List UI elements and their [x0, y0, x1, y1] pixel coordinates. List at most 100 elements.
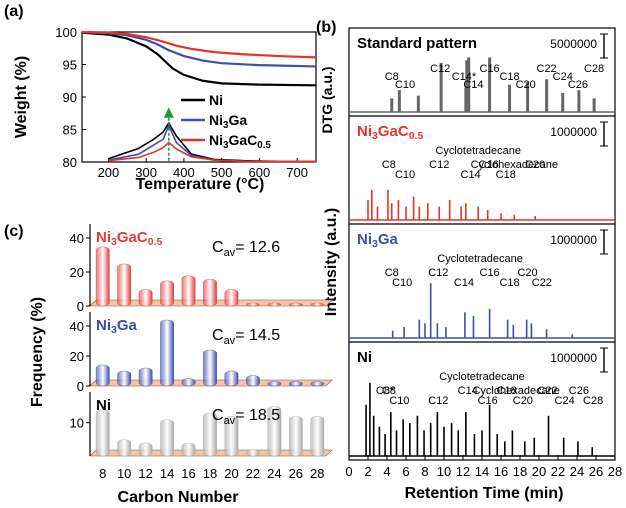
peak: [372, 415, 375, 456]
y-tick-label: 90: [63, 90, 77, 105]
y-tick-label: 85: [63, 123, 77, 138]
bar: [267, 302, 282, 307]
x-tick-label: 8: [99, 466, 106, 481]
peak: [448, 199, 451, 220]
peak-label: C14: [461, 169, 481, 181]
bar: [160, 280, 174, 307]
x-tick-label: 26: [589, 464, 603, 479]
x-tick-label: 4: [383, 464, 390, 479]
peak: [427, 203, 429, 220]
x-tick-label: 600: [249, 165, 271, 180]
bar: [246, 449, 260, 457]
peak: [369, 382, 371, 456]
peak: [445, 327, 447, 338]
peak: [561, 92, 565, 112]
bar: [160, 419, 174, 457]
bar: [203, 349, 217, 387]
x-tick-label: 300: [135, 165, 157, 180]
peak: [508, 84, 512, 112]
x-tick-label: 20: [224, 466, 238, 481]
peak: [443, 426, 445, 456]
bar: [117, 263, 132, 307]
x-tick-label: 24: [267, 466, 281, 481]
peak-label: C22: [532, 277, 552, 289]
peak: [365, 404, 367, 456]
peak: [534, 215, 536, 220]
bar: [224, 370, 239, 387]
series-line-2: [81, 30, 317, 59]
peak: [418, 206, 421, 220]
peak-label: C24: [555, 395, 575, 407]
x-tick-label: 2: [364, 464, 371, 479]
bar: [288, 302, 303, 307]
peak-label: C22: [537, 385, 557, 397]
y-tick-label: 0: [77, 379, 84, 394]
peak: [409, 423, 411, 456]
series-name: Ni3Ga: [96, 317, 138, 336]
peak-label: C18: [499, 71, 519, 83]
legend-label: Ni3GaC0.5: [209, 132, 271, 151]
peak: [457, 430, 460, 456]
peak-label: C10: [395, 79, 415, 91]
peak: [577, 90, 581, 112]
peak-label: C12: [430, 63, 450, 75]
peak: [473, 434, 476, 456]
peak: [472, 316, 475, 338]
peak: [405, 206, 407, 220]
bar: [203, 412, 217, 457]
peak: [467, 57, 471, 112]
peak-label: C24: [553, 71, 573, 83]
peak: [397, 199, 400, 220]
panel-a-ylabel: Weight (%): [13, 56, 30, 138]
panel-a-chart: 200 300 400 500 600 700 80 85 90 95 100 Ni Ni3GaNi3…: [13, 25, 335, 193]
x-tick-label: 10: [437, 464, 451, 479]
y-tick-label: 20: [70, 349, 84, 364]
bar: [138, 367, 153, 387]
peak: [439, 62, 443, 112]
peak: [465, 412, 467, 456]
x-tick-label: 14: [160, 466, 174, 481]
peak-label: Cyclotetradecane: [439, 371, 525, 383]
peak-label: Cyclohexadecane: [471, 159, 558, 171]
peak: [395, 430, 398, 456]
peak: [397, 90, 401, 112]
peak-label: C8: [382, 385, 396, 397]
peak: [464, 312, 466, 338]
peak: [526, 81, 530, 112]
bar: [246, 302, 260, 307]
peak: [592, 98, 596, 112]
x-tick-label: 28: [608, 464, 622, 479]
peak: [424, 323, 426, 338]
peak-label: C28: [583, 395, 603, 407]
peak: [562, 437, 565, 456]
x-tick-label: 14: [475, 464, 489, 479]
x-tick-label: 16: [494, 464, 508, 479]
peak-label: Cyclohexadecane: [472, 385, 559, 397]
subpanel-title: Ni3GaC0.5: [357, 123, 423, 142]
peak-label: C18: [499, 277, 519, 289]
peak: [371, 189, 373, 220]
peak-label: C20: [513, 395, 533, 407]
x-tick-label: 6: [402, 464, 409, 479]
x-tick-label: 18: [513, 464, 527, 479]
peak-label: C10: [392, 277, 412, 289]
peak: [416, 95, 420, 112]
peak: [513, 214, 516, 220]
cav-label: Cav= 18.5: [212, 407, 280, 427]
cav-label: Cav= 12.6: [212, 239, 280, 259]
peak: [481, 430, 483, 456]
bar: [138, 289, 153, 307]
bar: [288, 381, 303, 387]
bar: [117, 439, 132, 457]
x-tick-label: 18: [203, 466, 217, 481]
peak: [376, 206, 379, 220]
peak-label: C16: [480, 267, 500, 279]
panel-label-a: (a): [4, 3, 24, 20]
peak-label: C8: [382, 159, 396, 171]
x-tick-label: 500: [211, 165, 233, 180]
peak: [438, 206, 441, 220]
dtg-line-2: [108, 141, 316, 163]
x-tick-label: 0: [345, 464, 352, 479]
peak: [591, 447, 593, 456]
